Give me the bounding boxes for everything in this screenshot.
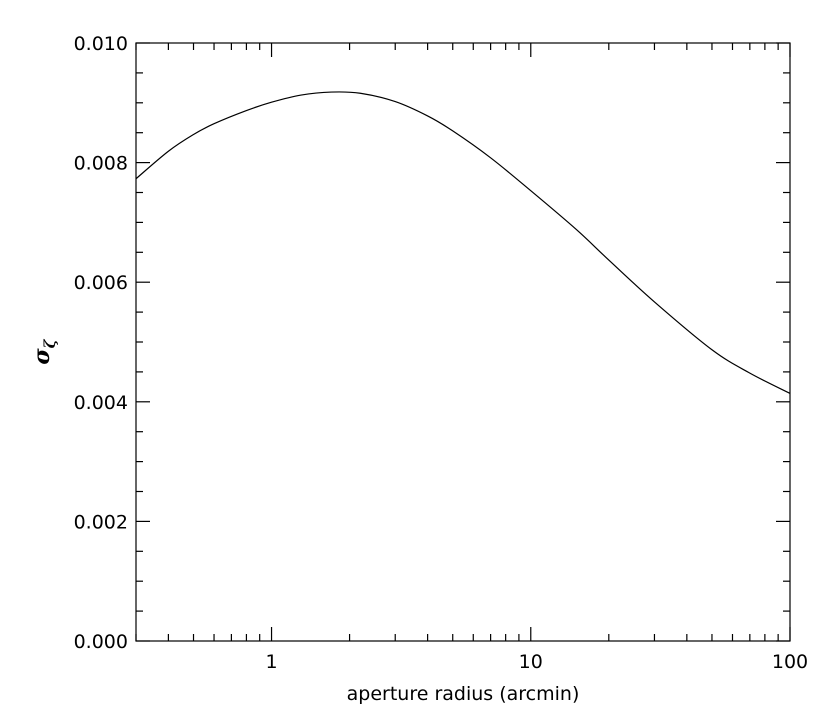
y-tick-label: 0.006	[74, 272, 128, 294]
axis-tick-labels: 1 10 100 0.000 0.002 0.004 0.006 0.008 0.010	[74, 33, 809, 673]
x-tick-label: 1	[265, 651, 277, 673]
x-tick-label: 100	[772, 651, 808, 673]
series-line	[135, 91, 791, 394]
y-tick-label: 0.000	[74, 631, 128, 653]
y-tick-label: 0.010	[74, 33, 128, 55]
svg-text:σζ: σζ	[29, 338, 59, 364]
plot-frame	[135, 42, 791, 642]
axis-ticks	[135, 42, 791, 642]
y-axis-label: σζ	[29, 338, 59, 364]
y-tick-label: 0.004	[74, 392, 128, 414]
y-tick-label: 0.008	[74, 153, 128, 175]
y-tick-label: 0.002	[74, 511, 128, 533]
x-tick-label: 10	[519, 651, 543, 673]
x-axis-label: aperture radius (arcmin)	[347, 683, 580, 705]
y-axis-label-symbol: σ	[29, 348, 55, 365]
y-axis-label-subscript: ζ	[41, 338, 59, 348]
